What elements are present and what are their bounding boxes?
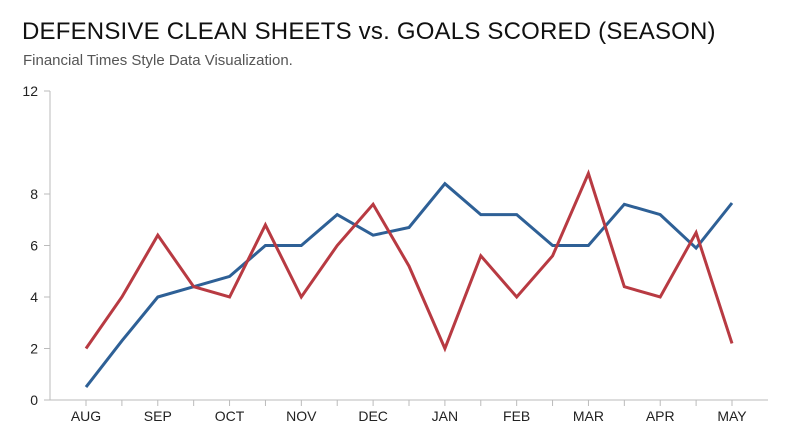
y-tick-label: 6 (30, 238, 38, 254)
series-layer (84, 169, 734, 389)
chart-title: DEFENSIVE CLEAN SHEETS vs. GOALS SCORED … (22, 18, 716, 45)
x-tick-label: OCT (215, 408, 245, 424)
series-line-2 (84, 169, 734, 353)
x-tick-label: AUG (71, 408, 101, 424)
x-tick-label: SEP (144, 408, 172, 424)
y-tick-label: 4 (30, 289, 38, 305)
x-tick-label: JAN (432, 408, 458, 424)
y-tick-label: 2 (30, 341, 38, 357)
series-line-1 (84, 181, 734, 389)
x-tick-label: MAY (717, 408, 747, 424)
y-tick-label: 8 (30, 186, 38, 202)
chart-subtitle: Financial Times Style Data Visualization… (23, 52, 293, 69)
x-axis-ticks: AUG SEP OCT NOV DEC JAN FEB MAR APR MAY (71, 400, 747, 424)
y-axis-ticks: 0 2 4 6 8 12 (22, 83, 50, 408)
y-tick-label: 0 (30, 392, 38, 408)
x-tick-label: DEC (358, 408, 388, 424)
x-tick-label: MAR (573, 408, 604, 424)
y-tick-label: 12 (22, 83, 38, 99)
x-tick-label: APR (646, 408, 675, 424)
x-tick-label: FEB (503, 408, 530, 424)
x-tick-label: NOV (286, 408, 317, 424)
